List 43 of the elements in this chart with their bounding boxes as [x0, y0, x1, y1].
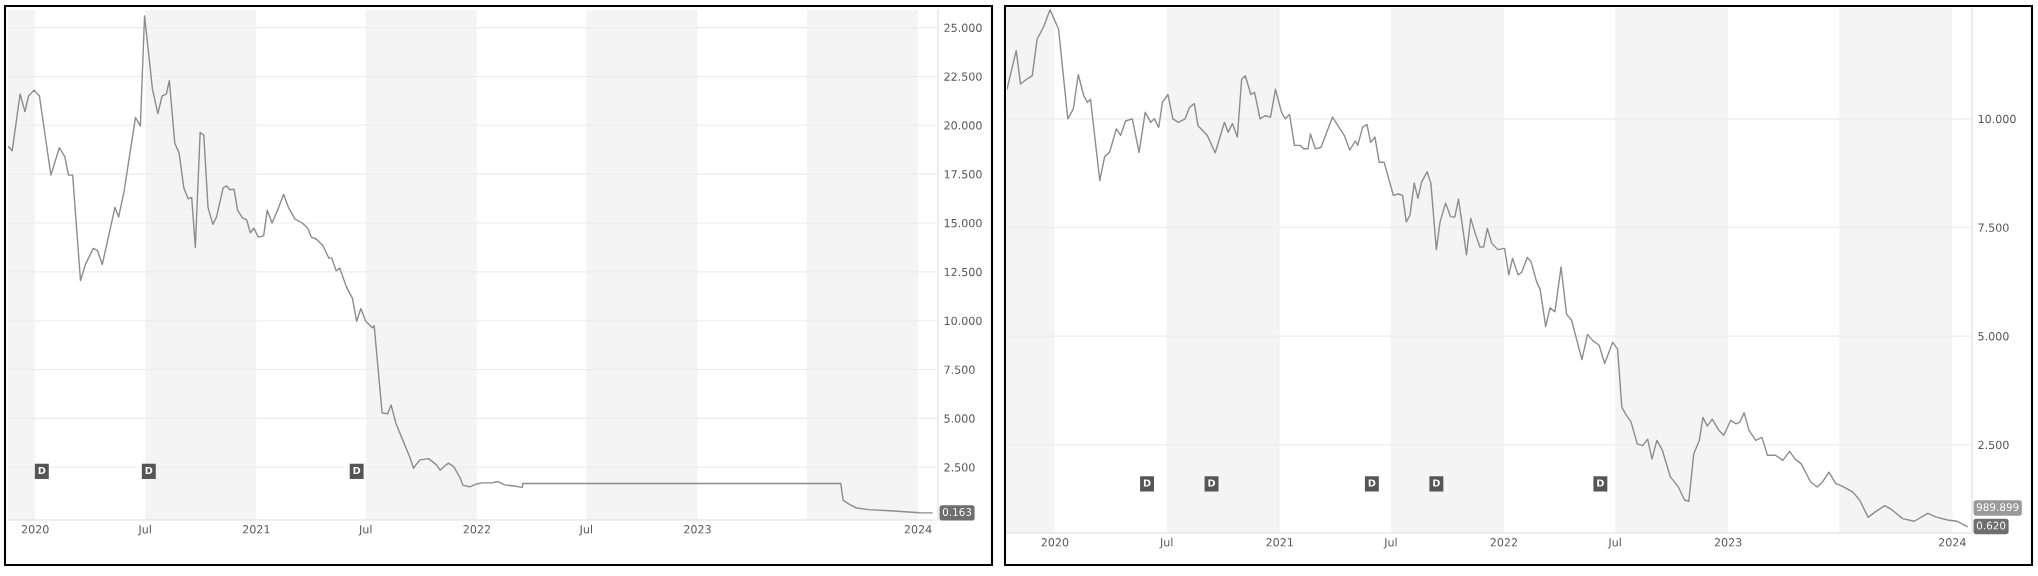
x-tick-label: Jul: [1159, 537, 1173, 549]
x-tick-label: Jul: [1607, 537, 1621, 549]
x-tick-label: 2023: [684, 525, 711, 534]
y-tick-label: 12.500: [944, 267, 982, 277]
x-tick-label: 2024: [1939, 538, 1966, 547]
x-tick-label: Jul: [137, 524, 151, 536]
y-tick-label: 2.500: [944, 463, 975, 472]
line-series: [8, 15, 933, 514]
annotation: D: [38, 466, 46, 475]
y-tick-label: 2.500: [1978, 440, 2009, 450]
y-tick-label: 10.000: [944, 316, 982, 326]
y-tick-label: 17.500: [944, 170, 982, 179]
x-tick-label: 2022: [463, 525, 490, 534]
x-tick-label: 2021: [243, 525, 270, 534]
annotation: 0.163: [942, 508, 972, 516]
annotation: D: [1208, 479, 1216, 487]
y-tick-label: 25.000: [944, 23, 982, 32]
y-tick-label: 7.500: [944, 365, 975, 374]
x-tick-label: 2023: [1714, 538, 1742, 547]
y-tick-label: 5.000: [1978, 332, 2009, 341]
x-tick-label: 2020: [21, 525, 49, 534]
x-tick-label: 2022: [1490, 538, 1517, 547]
y-tick-label: 10.000: [1978, 114, 2016, 124]
annotation: 0.620: [1976, 521, 2006, 530]
text: 989.899: [1976, 503, 2019, 512]
annotation: D: [1597, 479, 1604, 487]
x-tick-label: 2021: [1266, 538, 1293, 547]
y-tick-label: 15.000: [944, 218, 982, 228]
x-tick-label: Jul: [1383, 537, 1397, 549]
y-tick-label: 5.000: [944, 414, 975, 423]
annotation: D: [145, 466, 153, 475]
y-tick-label: 7.500: [1978, 223, 2009, 232]
y-tick-label: 20.000: [944, 121, 982, 130]
annotation: D: [1143, 479, 1151, 487]
annotation: D: [1433, 479, 1440, 487]
x-tick-label: 2024: [904, 525, 932, 534]
annotation: D: [1368, 479, 1376, 487]
x-tick-label: 2020: [1041, 538, 1069, 547]
line-series: [1007, 9, 1968, 528]
x-tick-label: Jul: [358, 524, 372, 536]
x-tick-label: Jul: [579, 524, 592, 536]
annotation: D: [353, 466, 361, 475]
y-tick-label: 22.500: [944, 72, 982, 81]
